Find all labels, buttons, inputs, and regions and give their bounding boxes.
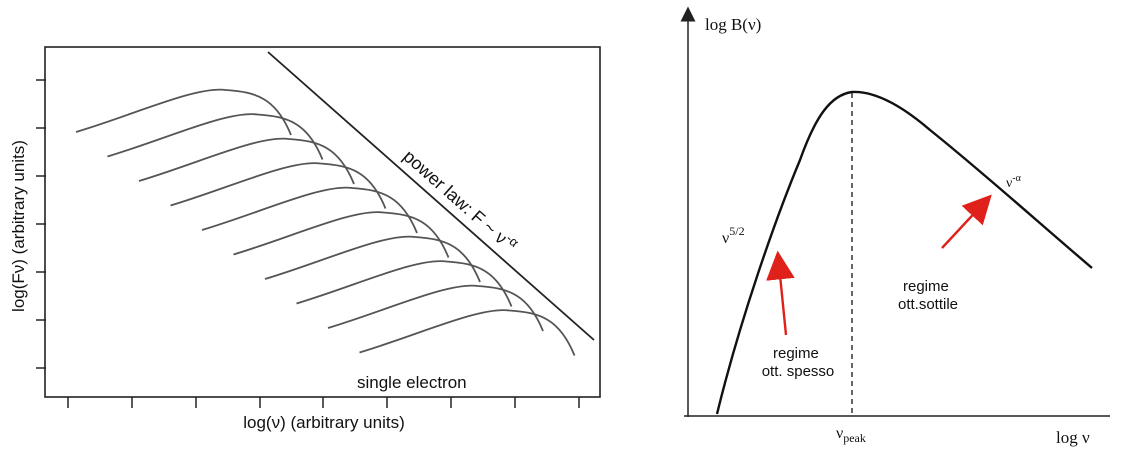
slope-thick-label: ν5/2 [722,224,745,247]
spectrum-curve [715,90,1093,415]
single-electron-curve [201,186,418,234]
slope-thin-label: ν-α [1006,173,1022,191]
regime-thick-label: regime ott. spesso [762,345,835,380]
single-electron-curve [233,211,450,258]
left-y-axis-label: log(Fν) (arbitrary units) [9,140,28,312]
regime-thin-label: regime ott.sottile [898,278,958,313]
single-electron-curve [359,309,576,356]
right-panel: log B(ν) log ν νpeak ν5/2 ν-α regime ott… [680,6,1110,447]
single-electron-curve [327,284,544,332]
right-y-axis-label: log B(ν) [705,15,761,34]
single-electron-curve [296,260,513,307]
single-electron-curve [264,235,481,283]
single-electron-label: single electron [357,373,467,392]
peak-label: νpeak [836,425,866,445]
left-x-axis-label: log(ν) (arbitrary units) [243,413,405,432]
thin-regime-arrow [941,194,992,249]
left-tick-marks [36,79,580,408]
power-law-line [267,51,595,341]
single-electron-curve [75,88,292,136]
right-x-axis-label: log ν [1056,428,1090,447]
thick-regime-arrow [766,250,795,336]
single-electron-curve [170,162,387,209]
left-panel: power law: F ~ ν-α single electron log(F… [9,46,601,432]
left-spectrum-curves [75,88,576,356]
single-electron-curve [138,137,355,185]
power-law-label: power law: F ~ ν-α [399,144,522,257]
single-electron-curve [107,113,324,160]
